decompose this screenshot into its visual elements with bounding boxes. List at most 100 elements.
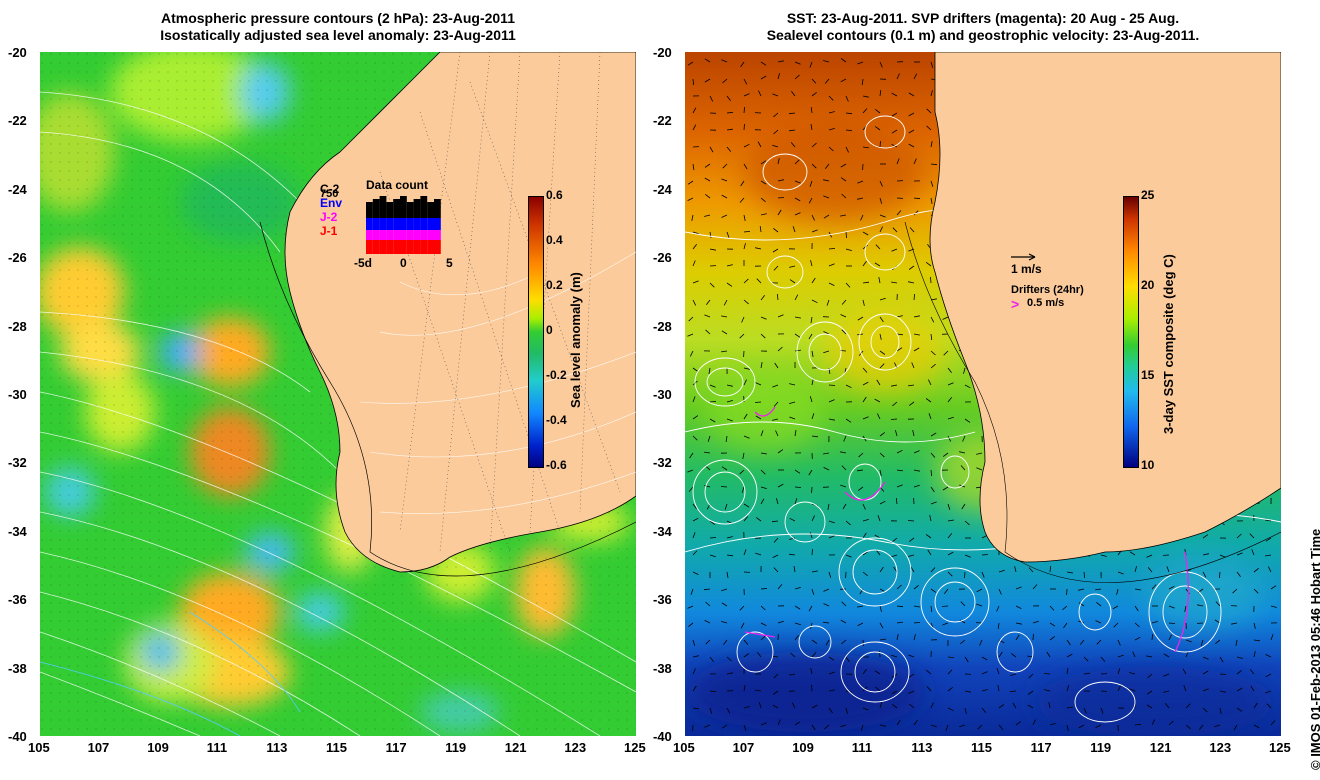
velocity-arrow bbox=[692, 517, 699, 522]
count-bar-segment bbox=[393, 218, 400, 230]
velocity-arrow bbox=[862, 707, 869, 711]
velocity-arrow bbox=[930, 90, 933, 97]
velocity-arrow bbox=[810, 668, 813, 675]
velocity-arrow bbox=[692, 415, 699, 420]
velocity-arrow bbox=[789, 265, 796, 268]
sea-level-anomaly-map[interactable]: Data count 750 C-2 Env J-2 J-1 -5d 0 5 0.6 0.4… bbox=[40, 52, 636, 736]
velocity-arrow bbox=[777, 584, 783, 590]
velocity-arrow bbox=[1015, 721, 1022, 726]
velocity-arrow bbox=[704, 214, 711, 217]
velocity-arrow bbox=[705, 193, 711, 199]
velocity-arrow bbox=[1048, 702, 1051, 709]
velocity-arrow bbox=[1117, 685, 1122, 692]
y-tick-label: -26 bbox=[8, 250, 27, 266]
velocity-arrow bbox=[895, 430, 898, 437]
data-count-value: 750 bbox=[320, 188, 339, 200]
velocity-arrow bbox=[771, 520, 779, 523]
velocity-arrow bbox=[823, 621, 830, 624]
velocity-arrow bbox=[930, 298, 937, 301]
velocity-arrow bbox=[862, 503, 866, 510]
velocity-arrow bbox=[857, 469, 864, 472]
velocity-arrow bbox=[874, 398, 881, 403]
velocity-arrow bbox=[1202, 688, 1209, 692]
velocity-arrow bbox=[1134, 605, 1139, 612]
velocity-arrow bbox=[828, 656, 835, 661]
velocity-arrow bbox=[862, 231, 869, 236]
velocity-arrow bbox=[1215, 601, 1221, 607]
velocity-arrow bbox=[760, 333, 766, 339]
velocity-arrow bbox=[709, 248, 716, 251]
velocity-arrow bbox=[891, 248, 898, 252]
velocity-arrow bbox=[930, 432, 937, 437]
velocity-arrow bbox=[794, 721, 801, 726]
scale-arrow-label: 1 m/s bbox=[1011, 262, 1042, 276]
velocity-arrow bbox=[720, 486, 728, 488]
y-tick-label: -36 bbox=[653, 592, 672, 608]
velocity-arrow bbox=[758, 702, 762, 709]
velocity-arrow bbox=[811, 413, 815, 420]
velocity-arrow bbox=[726, 656, 732, 662]
velocity-arrow bbox=[773, 112, 779, 118]
velocity-arrow bbox=[1164, 703, 1170, 709]
velocity-arrow bbox=[1253, 724, 1260, 729]
velocity-arrow bbox=[724, 503, 728, 510]
velocity-arrow bbox=[809, 532, 813, 539]
velocity-arrow bbox=[692, 655, 699, 658]
velocity-arrow bbox=[823, 603, 830, 607]
velocity-arrow bbox=[740, 180, 745, 187]
velocity-arrow bbox=[1027, 655, 1034, 658]
imos-credit: © IMOS 01-Feb-2013 05:46 Hobart Time bbox=[1308, 528, 1320, 770]
velocity-arrow bbox=[1049, 605, 1055, 611]
velocity-arrow bbox=[1253, 702, 1258, 709]
velocity-arrow bbox=[1182, 668, 1187, 675]
velocity-arrow bbox=[1200, 639, 1204, 646]
x-tick-label: 121 bbox=[1149, 740, 1172, 755]
velocity-arrow bbox=[913, 605, 920, 608]
velocity-arrow bbox=[739, 605, 745, 611]
velocity-arrow bbox=[688, 486, 694, 492]
velocity-arrow bbox=[908, 690, 915, 694]
velocity-arrow bbox=[909, 227, 915, 233]
velocity-arrow bbox=[879, 588, 886, 593]
velocity-arrow bbox=[879, 214, 886, 218]
velocity-arrow bbox=[721, 350, 728, 353]
velocity-arrow bbox=[708, 367, 711, 374]
velocity-arrow bbox=[912, 430, 915, 437]
sst-map[interactable]: 1 m/s Drifters (24hr) > 0.5 m/s 25 20 15 10… bbox=[685, 52, 1281, 736]
velocity-arrow bbox=[777, 483, 784, 488]
velocity-arrow bbox=[1265, 554, 1272, 557]
count-bar-segment bbox=[434, 199, 441, 218]
velocity-arrow bbox=[1129, 551, 1136, 556]
count-bar-segment bbox=[372, 199, 380, 218]
colorbar-tick-label: 25 bbox=[1141, 188, 1155, 202]
velocity-arrow bbox=[1134, 588, 1141, 591]
land-pressure-contours bbox=[359, 251, 636, 514]
velocity-arrow bbox=[908, 537, 915, 542]
velocity-arrow bbox=[879, 702, 883, 709]
velocity-arrow bbox=[777, 179, 784, 182]
velocity-arrow bbox=[721, 214, 728, 218]
satellite-label: J-2 bbox=[320, 210, 338, 224]
velocity-arrow bbox=[947, 551, 954, 556]
velocity-arrow bbox=[840, 58, 847, 63]
velocity-arrow bbox=[743, 243, 746, 250]
velocity-arrow bbox=[896, 333, 903, 336]
velocity-arrow bbox=[740, 622, 745, 629]
velocity-arrow bbox=[1028, 673, 1034, 679]
velocity-arrow bbox=[794, 498, 798, 505]
velocity-arrow bbox=[930, 333, 933, 341]
velocity-arrow bbox=[1250, 685, 1255, 692]
velocity-arrow bbox=[1151, 719, 1156, 726]
velocity-arrow bbox=[760, 605, 766, 611]
x-tick-label: 111 bbox=[206, 740, 228, 755]
velocity-arrow bbox=[726, 231, 730, 238]
velocity-arrow bbox=[755, 415, 762, 420]
velocity-arrow bbox=[875, 686, 881, 692]
velocity-arrow bbox=[860, 724, 864, 731]
velocity-arrow bbox=[794, 294, 799, 301]
velocity-arrow bbox=[709, 146, 714, 153]
velocity-arrow bbox=[709, 418, 716, 423]
velocity-arrow bbox=[896, 469, 903, 472]
velocity-arrow bbox=[1028, 567, 1034, 573]
pressure-contours-cyan bbox=[40, 611, 301, 736]
